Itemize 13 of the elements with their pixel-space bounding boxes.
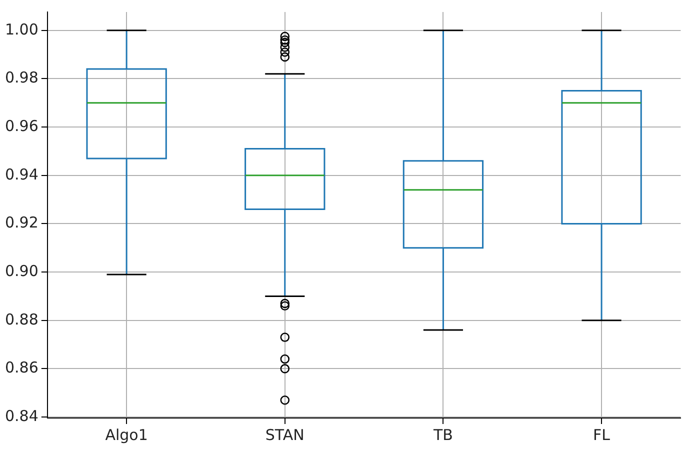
y-tick-label: 0.92: [4, 214, 38, 232]
y-tick-label: 0.96: [4, 116, 38, 135]
y-tick-label: 0.86: [4, 358, 38, 377]
x-tick-label: Algo1: [105, 426, 148, 444]
y-tick-label: 0.98: [4, 68, 38, 87]
y-tick-label: 0.90: [4, 262, 38, 280]
x-tick-label: STAN: [265, 426, 304, 444]
y-tick-label: 0.94: [4, 165, 38, 184]
y-tick-label: 0.84: [4, 406, 38, 425]
x-tick-label: FL: [593, 426, 611, 444]
y-tick-label: 0.88: [4, 310, 38, 328]
y-tick-label: 1.00: [4, 20, 38, 38]
x-tick-label: TB: [432, 426, 453, 444]
